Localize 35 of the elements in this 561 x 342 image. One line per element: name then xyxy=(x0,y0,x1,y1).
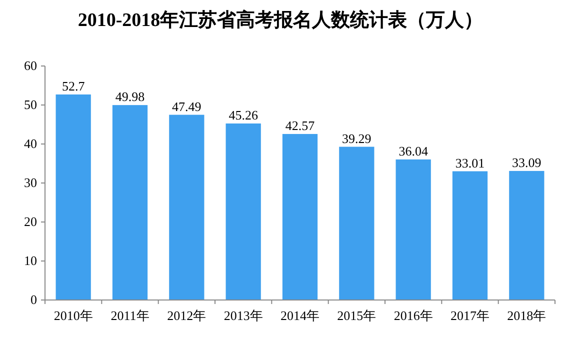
data-label: 42.57 xyxy=(285,118,316,133)
bar xyxy=(169,114,204,300)
x-tick-label: 2014年 xyxy=(280,308,320,323)
x-tick-label: 2013年 xyxy=(224,308,263,323)
bar xyxy=(56,94,91,300)
y-tick-label: 20 xyxy=(24,214,37,229)
bar xyxy=(396,159,431,300)
data-label: 47.49 xyxy=(172,98,202,114)
bar xyxy=(509,170,544,300)
y-tick-label: 30 xyxy=(24,175,37,190)
bar xyxy=(226,123,261,300)
bar xyxy=(339,146,374,300)
bar xyxy=(452,171,488,300)
x-tick-label: 2011年 xyxy=(110,308,150,323)
x-tick-label: 2010年 xyxy=(54,308,93,323)
x-tick-label: 2016年 xyxy=(394,308,433,323)
y-tick-label: 40 xyxy=(24,136,37,151)
data-label: 39.29 xyxy=(342,130,372,146)
y-tick-label: 10 xyxy=(24,253,37,268)
bar xyxy=(282,134,318,300)
y-tick-label: 50 xyxy=(24,97,37,112)
x-tick-label: 2018年 xyxy=(507,308,546,323)
data-label: 33.09 xyxy=(512,154,542,170)
data-label: 49.98 xyxy=(115,89,145,104)
x-tick-label: 2015年 xyxy=(337,308,376,323)
x-tick-label: 2017年 xyxy=(450,308,490,323)
y-tick-label: 0 xyxy=(30,292,37,307)
data-label: 45.26 xyxy=(228,107,258,122)
y-tick-label: 60 xyxy=(24,58,37,73)
bar xyxy=(112,105,148,300)
data-label: 33.01 xyxy=(455,155,485,170)
data-label: 36.04 xyxy=(398,143,428,158)
data-label: 52.7 xyxy=(62,78,86,94)
chart-title: 2010-2018年江苏省高考报名人数统计表（万人） xyxy=(78,9,484,31)
x-tick-label: 2012年 xyxy=(167,308,206,323)
